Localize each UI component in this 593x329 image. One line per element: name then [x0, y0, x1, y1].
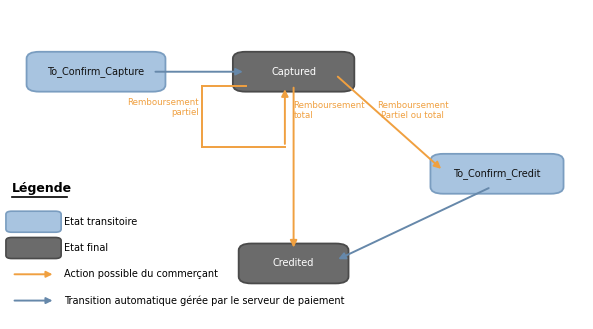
FancyBboxPatch shape [233, 52, 355, 92]
FancyBboxPatch shape [238, 243, 349, 283]
Text: Remboursement
total: Remboursement total [294, 101, 365, 120]
Text: Transition automatique gérée par le serveur de paiement: Transition automatique gérée par le serv… [64, 295, 345, 306]
Text: Remboursement
partiel: Remboursement partiel [127, 98, 199, 117]
FancyBboxPatch shape [431, 154, 563, 194]
FancyBboxPatch shape [6, 211, 61, 232]
Text: Etat transitoire: Etat transitoire [64, 217, 138, 227]
Text: To_Confirm_Credit: To_Confirm_Credit [453, 168, 541, 179]
FancyBboxPatch shape [6, 238, 61, 259]
FancyBboxPatch shape [27, 52, 165, 92]
Text: Etat final: Etat final [64, 243, 108, 253]
Text: Captured: Captured [271, 67, 316, 77]
Text: To_Confirm_Capture: To_Confirm_Capture [47, 66, 145, 77]
Text: Action possible du commerçant: Action possible du commerçant [64, 269, 218, 279]
Text: Légende: Légende [12, 182, 72, 195]
Text: Remboursement
Partiel ou total: Remboursement Partiel ou total [377, 101, 448, 120]
Text: Credited: Credited [273, 259, 314, 268]
